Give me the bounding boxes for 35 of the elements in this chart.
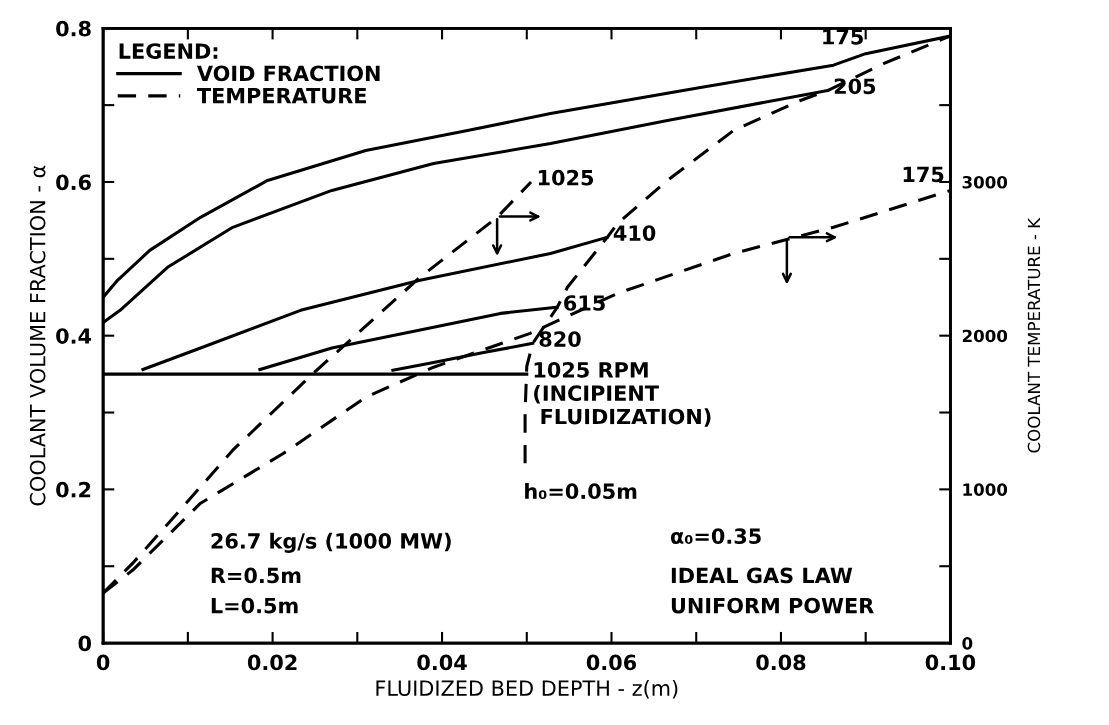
x-tick-label: 0.10: [925, 654, 976, 671]
y2-tick-label: 3000: [962, 175, 1008, 189]
y-tick-label: 0.8: [56, 20, 91, 37]
annotation: 26.7 kg/s (1000 MW): [211, 532, 451, 554]
annotation: 1025: [538, 169, 594, 186]
annotation: 175: [823, 29, 863, 45]
y2-tick-label: 2000: [962, 329, 1008, 343]
legend-label: VOID FRACTION: [196, 65, 380, 82]
annotation: L=0.5m: [211, 597, 298, 614]
y2-axis-title: COOLANT TEMPERATURE - K: [1027, 217, 1041, 453]
x-tick-label: 0.04: [417, 654, 467, 671]
annotation: h₀=0.05m: [525, 482, 637, 500]
y-tick-label: 0: [78, 635, 92, 652]
annotation: 1025 RPM (INCIPIENT FLUIDIZATION): [534, 361, 711, 427]
annotation: UNIFORM POWER: [671, 597, 874, 614]
x-tick-label: 0.02: [247, 654, 297, 671]
x-axis-title: FLUIDIZED BED DEPTH - z(m): [376, 679, 678, 699]
x-tick-label: 0.06: [586, 654, 637, 671]
annotation: α₀=0.35: [670, 528, 761, 544]
legend-label: TEMPERATURE: [196, 87, 366, 104]
annotation: 820: [539, 331, 581, 347]
y-tick-label: 0.6: [56, 174, 91, 191]
x-tick-label: 0.08: [756, 654, 806, 671]
y-tick-label: 0.2: [56, 481, 91, 498]
y-axis-title: COOLANT VOLUME FRACTION - α: [29, 165, 46, 506]
y2-tick-label: 0: [962, 637, 973, 650]
x-tick-label: 0: [96, 654, 110, 671]
y2-tick-label: 1000: [963, 483, 1008, 496]
annotation: IDEAL GAS LAW: [671, 567, 853, 584]
annotation: 205: [834, 78, 876, 95]
annotation: 175: [903, 166, 944, 183]
y-tick-label: 0.4: [56, 328, 92, 344]
annotation: 410: [613, 225, 656, 241]
legend-title: LEGEND:: [119, 43, 218, 59]
annotation: R=0.5m: [211, 567, 301, 584]
